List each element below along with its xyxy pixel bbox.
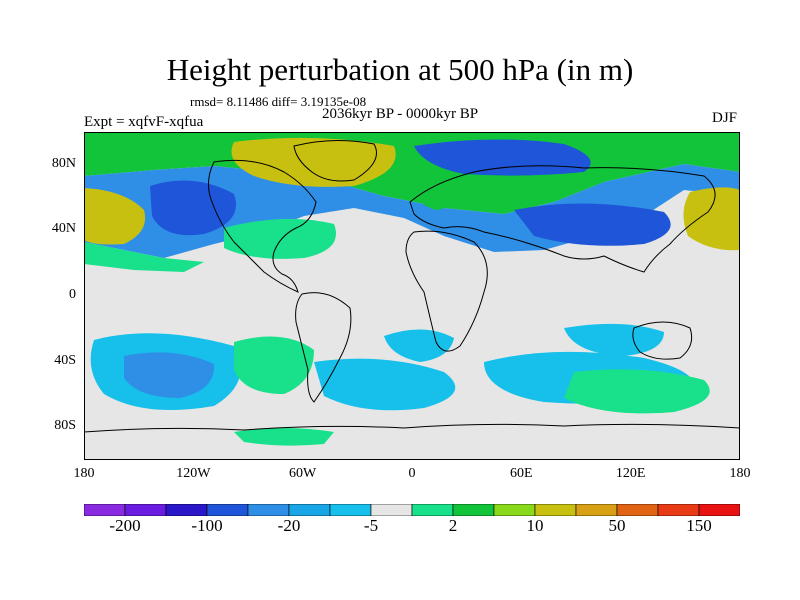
colorbar-swatch <box>657 504 700 516</box>
colorbar-label: -20 <box>277 516 301 535</box>
field-antarctic-green <box>234 428 334 446</box>
colorbar-swatch <box>616 504 659 516</box>
field-nh-blue-dark-eurasia <box>414 139 591 176</box>
colorbar-label: 2 <box>448 516 458 535</box>
coast-europe-asia <box>409 165 716 273</box>
coast-antarctica <box>84 423 740 433</box>
colorbar-label: -200 <box>109 516 141 535</box>
colorbar-swatch <box>288 504 331 516</box>
experiment-label: Expt = xqfvF-xqfua <box>84 114 204 130</box>
colorbar-label: -100 <box>191 516 223 535</box>
field-pacific-green-band <box>84 242 204 272</box>
y-tick-label: 40N <box>51 221 76 237</box>
field-sh-east-cyan <box>564 323 664 356</box>
field-sh-pacific-green <box>234 336 314 394</box>
x-tick-label: 0 <box>408 466 416 481</box>
colorbar-swatch <box>84 504 126 516</box>
stats-label: rmsd= 8.11486 diff= 3.19135e-08 <box>190 94 367 109</box>
field-sh-indian-green <box>564 369 710 414</box>
field-atlantic-green <box>224 218 336 259</box>
field-greenland-yellow <box>231 137 396 187</box>
colorbar-swatch <box>575 504 618 516</box>
colorbar-swatch <box>329 504 372 516</box>
y-tick-label: 80S <box>54 418 76 434</box>
y-tick-label: 40S <box>54 352 76 368</box>
map-border <box>84 132 740 460</box>
colorbar-swatch <box>411 504 454 516</box>
colorbar-label: 10 <box>526 516 544 535</box>
x-tick-label: 60E <box>510 466 533 481</box>
map-panel <box>84 132 740 460</box>
colorbar-swatch <box>165 504 208 516</box>
y-tick-label: 80N <box>51 155 76 171</box>
colorbar-swatch <box>247 504 290 516</box>
colorbar-label: -5 <box>363 516 379 535</box>
colorbar-label: 50 <box>608 516 626 535</box>
x-tick-label: 180 <box>73 466 95 481</box>
coast-africa <box>405 230 488 352</box>
x-tick-label: 60W <box>289 466 317 481</box>
field-nh-green-patch <box>414 182 464 210</box>
plot-title: Height perturbation at 500 hPa (in m) <box>166 52 634 87</box>
colorbar-label: 150 <box>686 516 712 535</box>
colorbar-swatch <box>206 504 249 516</box>
x-tick-label: 120E <box>615 466 646 481</box>
x-tick-label: 120W <box>176 466 211 481</box>
field-sh-atlantic-cyan <box>314 358 456 411</box>
field-pacific-yellow-w <box>84 188 146 245</box>
colorbar-swatch <box>370 504 413 516</box>
period-label: 2036kyr BP - 0000kyr BP <box>322 106 479 122</box>
field-nh-blue-dark-pacific <box>150 180 236 236</box>
x-tick-label: 180 <box>729 466 751 481</box>
colorbar-swatch <box>493 504 536 516</box>
y-tick-label: 0 <box>69 287 76 302</box>
colorbar-swatch <box>124 504 167 516</box>
colorbar-swatch <box>452 504 495 516</box>
field-sh-pacific-blue <box>124 352 215 398</box>
colorbar-swatch <box>698 504 740 516</box>
colorbar <box>84 504 740 516</box>
coast-australia <box>632 321 693 360</box>
colorbar-swatch <box>534 504 577 516</box>
season-label: DJF <box>712 110 738 126</box>
field-pacific-yellow-e <box>683 187 740 251</box>
field-sh-indian-cyan-patch <box>384 329 454 362</box>
coast-north-america <box>208 159 317 293</box>
field-nh-blue-dark-asia <box>514 203 671 246</box>
coast-south-america <box>295 292 352 403</box>
coast-greenland <box>293 139 377 182</box>
